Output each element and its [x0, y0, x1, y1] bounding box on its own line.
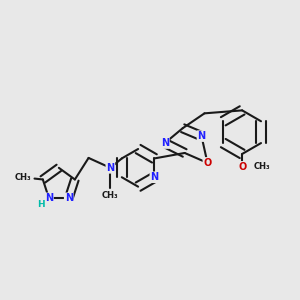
Text: O: O	[203, 158, 211, 168]
Text: CH₃: CH₃	[15, 173, 31, 182]
Text: N: N	[197, 131, 206, 141]
Text: H: H	[37, 200, 44, 209]
Text: N: N	[106, 163, 114, 173]
Text: N: N	[150, 172, 158, 182]
Text: CH₃: CH₃	[102, 190, 119, 200]
Text: N: N	[45, 193, 53, 203]
Text: CH₃: CH₃	[254, 162, 270, 171]
Text: N: N	[161, 138, 169, 148]
Text: O: O	[238, 162, 246, 172]
Text: N: N	[65, 193, 73, 203]
